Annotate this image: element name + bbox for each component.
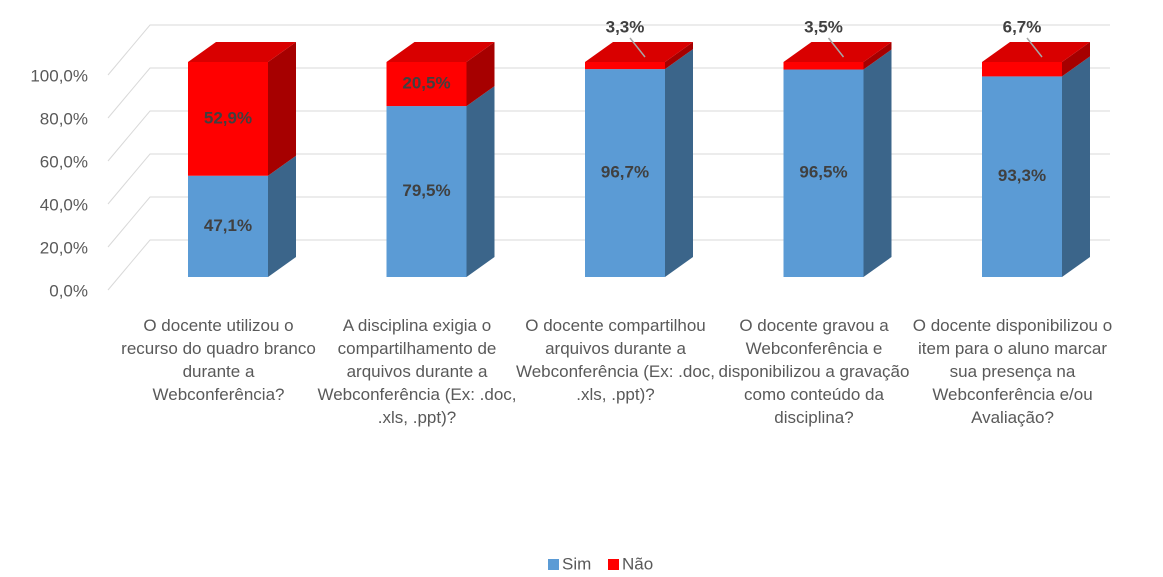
- bar-front: [188, 62, 268, 176]
- bar-side: [863, 42, 892, 70]
- y-tick-label: 80,0%: [40, 109, 88, 128]
- leader-line: [827, 37, 845, 58]
- leader-line: [629, 37, 646, 58]
- bar-side: [863, 49, 892, 278]
- legend-label: Sim: [562, 554, 591, 573]
- data-label: 6,7%: [1003, 17, 1042, 36]
- bar-side: [1062, 42, 1090, 77]
- bar-front: [982, 76, 1062, 277]
- legend-label: Não: [622, 554, 653, 573]
- x-tick-label: O docente gravou a Webconferência e disp…: [718, 316, 910, 427]
- bar-side: [665, 49, 693, 277]
- leader-line: [1026, 37, 1043, 58]
- bar-front: [386, 62, 467, 107]
- data-label: 47,1%: [204, 216, 252, 235]
- x-tick-label: O docente utilizou o recurso do quadro b…: [121, 316, 316, 404]
- y-tick-label: 100,0%: [30, 66, 88, 85]
- data-label: 52,9%: [204, 108, 252, 127]
- bar-side: [268, 42, 296, 176]
- bar-side: [1062, 56, 1090, 277]
- data-label: 79,5%: [402, 181, 450, 200]
- legend-swatch: [548, 559, 559, 570]
- bar-top: [585, 42, 693, 62]
- bar-front: [188, 175, 268, 277]
- legend-swatch: [608, 559, 619, 570]
- data-label: 3,5%: [804, 17, 843, 36]
- bar-side: [466, 86, 495, 277]
- grid-line: [107, 24, 1110, 76]
- bar-top: [188, 42, 296, 62]
- y-tick-label: 20,0%: [40, 238, 88, 257]
- bar-side: [665, 42, 693, 70]
- data-label: 93,3%: [998, 166, 1046, 185]
- data-label: 96,5%: [799, 163, 847, 182]
- bar-top: [783, 42, 892, 62]
- data-label: 96,7%: [601, 163, 649, 182]
- y-tick-label: 40,0%: [40, 195, 88, 214]
- x-tick-label: O docente disponibilizou o item para o a…: [912, 316, 1113, 427]
- bar-front: [585, 62, 665, 70]
- bar-side: [466, 42, 495, 107]
- bar-front: [783, 62, 864, 70]
- bar-front: [585, 69, 665, 277]
- bar-front: [783, 69, 864, 278]
- bar-top: [386, 42, 495, 62]
- data-label: 3,3%: [606, 17, 645, 36]
- data-label: 20,5%: [402, 74, 450, 93]
- bar-front: [982, 62, 1062, 77]
- x-tick-label: A disciplina exigia o compartilhamento d…: [317, 316, 517, 427]
- bar-top: [982, 42, 1090, 62]
- bar-front: [386, 106, 467, 277]
- bar-side: [268, 155, 296, 277]
- y-tick-label: 60,0%: [40, 152, 88, 171]
- y-tick-label: 0,0%: [49, 281, 88, 300]
- x-tick-label: O docente compartilhou arquivos durante …: [515, 316, 716, 404]
